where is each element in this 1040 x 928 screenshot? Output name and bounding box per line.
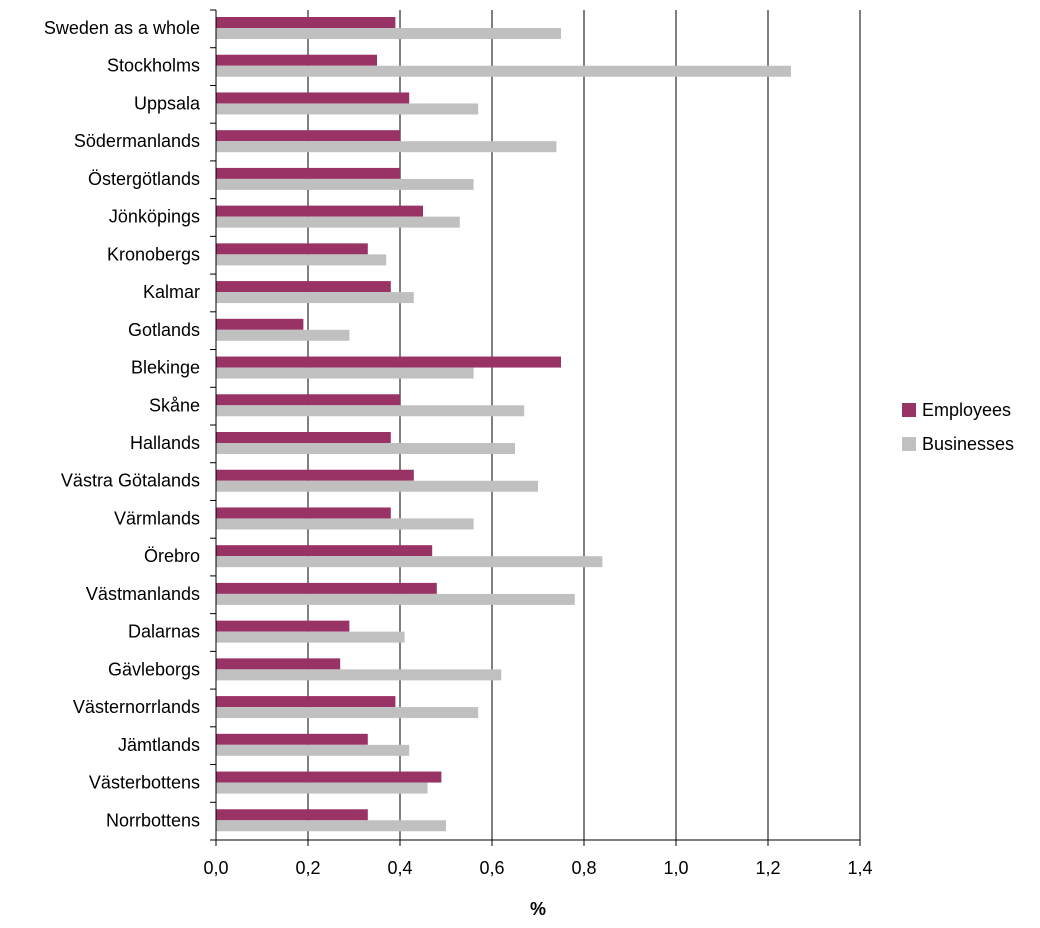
bar-businesses: [216, 669, 502, 681]
bar-businesses: [216, 28, 561, 39]
bar-employees: [216, 771, 442, 783]
bar-businesses: [216, 593, 575, 605]
category-label: Skåne: [149, 395, 200, 415]
bar-businesses: [216, 329, 350, 341]
bar-employees: [216, 205, 423, 217]
bar-employees: [216, 281, 391, 293]
bar-businesses: [216, 556, 603, 568]
bar-businesses: [216, 443, 515, 454]
bar-businesses: [216, 254, 387, 266]
bar-employees: [216, 167, 400, 179]
bar-employees: [216, 809, 368, 821]
category-label: Östergötlands: [88, 169, 200, 189]
bar-employees: [216, 658, 341, 670]
category-label: Västerbottens: [89, 773, 200, 793]
category-label: Örebro: [144, 546, 200, 566]
bar-businesses: [216, 103, 479, 115]
bar-businesses: [216, 292, 414, 304]
category-label: Hallands: [130, 433, 200, 453]
category-label: Kronobergs: [107, 244, 200, 264]
bar-businesses: [216, 65, 791, 77]
bar-businesses: [216, 518, 474, 530]
legend-label-employees: Employees: [922, 400, 1011, 420]
bar-employees: [216, 733, 368, 745]
axes: [210, 9, 861, 846]
category-label: Uppsala: [134, 93, 201, 113]
category-label: Blekinge: [131, 358, 200, 378]
bar-businesses: [216, 405, 525, 417]
category-label: Gotlands: [128, 320, 200, 340]
bar-employees: [216, 17, 396, 28]
legend-swatch-businesses: [902, 437, 916, 451]
bar-businesses: [216, 820, 446, 832]
bar-businesses: [216, 141, 557, 153]
bar-employees: [216, 432, 391, 443]
bars: [216, 17, 791, 832]
x-tick-label: 0,8: [571, 858, 596, 878]
legend-swatch-employees: [902, 403, 916, 417]
category-label: Dalarnas: [128, 622, 200, 642]
bar-employees: [216, 356, 561, 368]
bar-employees: [216, 545, 433, 557]
labels: Sweden as a whole Stockholms Uppsala Söderm…: [44, 18, 873, 878]
x-tick-label: 0,4: [387, 858, 412, 878]
bar-employees: [216, 696, 396, 708]
bar-employees: [216, 130, 400, 142]
bar-employees: [216, 620, 350, 632]
x-tick-label: 1,4: [847, 858, 872, 878]
bar-businesses: [216, 480, 538, 492]
category-label: Stockholms: [107, 56, 200, 76]
x-tick-label: 0,6: [479, 858, 504, 878]
bar-businesses: [216, 367, 474, 379]
x-axis-title: %: [530, 899, 546, 919]
x-tick-label: 0,0: [203, 858, 228, 878]
category-label: Sweden as a whole: [44, 18, 200, 38]
category-label: Södermanlands: [74, 131, 200, 151]
category-label: Västmanlands: [86, 584, 200, 604]
category-label: Västernorrlands: [73, 697, 200, 717]
category-label: Västra Götalands: [61, 471, 200, 491]
bar-employees: [216, 469, 414, 481]
bar-employees: [216, 394, 400, 406]
x-tick-label: 0,2: [295, 858, 320, 878]
bar-businesses: [216, 707, 479, 719]
legend-label-businesses: Businesses: [922, 434, 1014, 454]
bar-employees: [216, 243, 368, 255]
bar-businesses: [216, 216, 460, 228]
category-label: Kalmar: [143, 282, 200, 302]
bar-employees: [216, 582, 437, 594]
x-tick-label: 1,2: [755, 858, 780, 878]
bar-employees: [216, 54, 377, 66]
bar-businesses: [216, 631, 405, 643]
bar-employees: [216, 92, 410, 104]
category-label: Gävleborgs: [108, 659, 200, 679]
bar-businesses: [216, 178, 474, 190]
bar-employees: [216, 318, 304, 330]
category-label: Jämtlands: [118, 735, 200, 755]
bar-businesses: [216, 744, 410, 756]
category-label: Norrbottens: [106, 810, 200, 830]
bar-businesses: [216, 782, 428, 794]
x-tick-label: 1,0: [663, 858, 688, 878]
bar-employees: [216, 507, 391, 519]
category-label: Jönköpings: [109, 207, 200, 227]
legend: Employees Businesses: [902, 400, 1014, 454]
category-label: Värmlands: [114, 508, 200, 528]
